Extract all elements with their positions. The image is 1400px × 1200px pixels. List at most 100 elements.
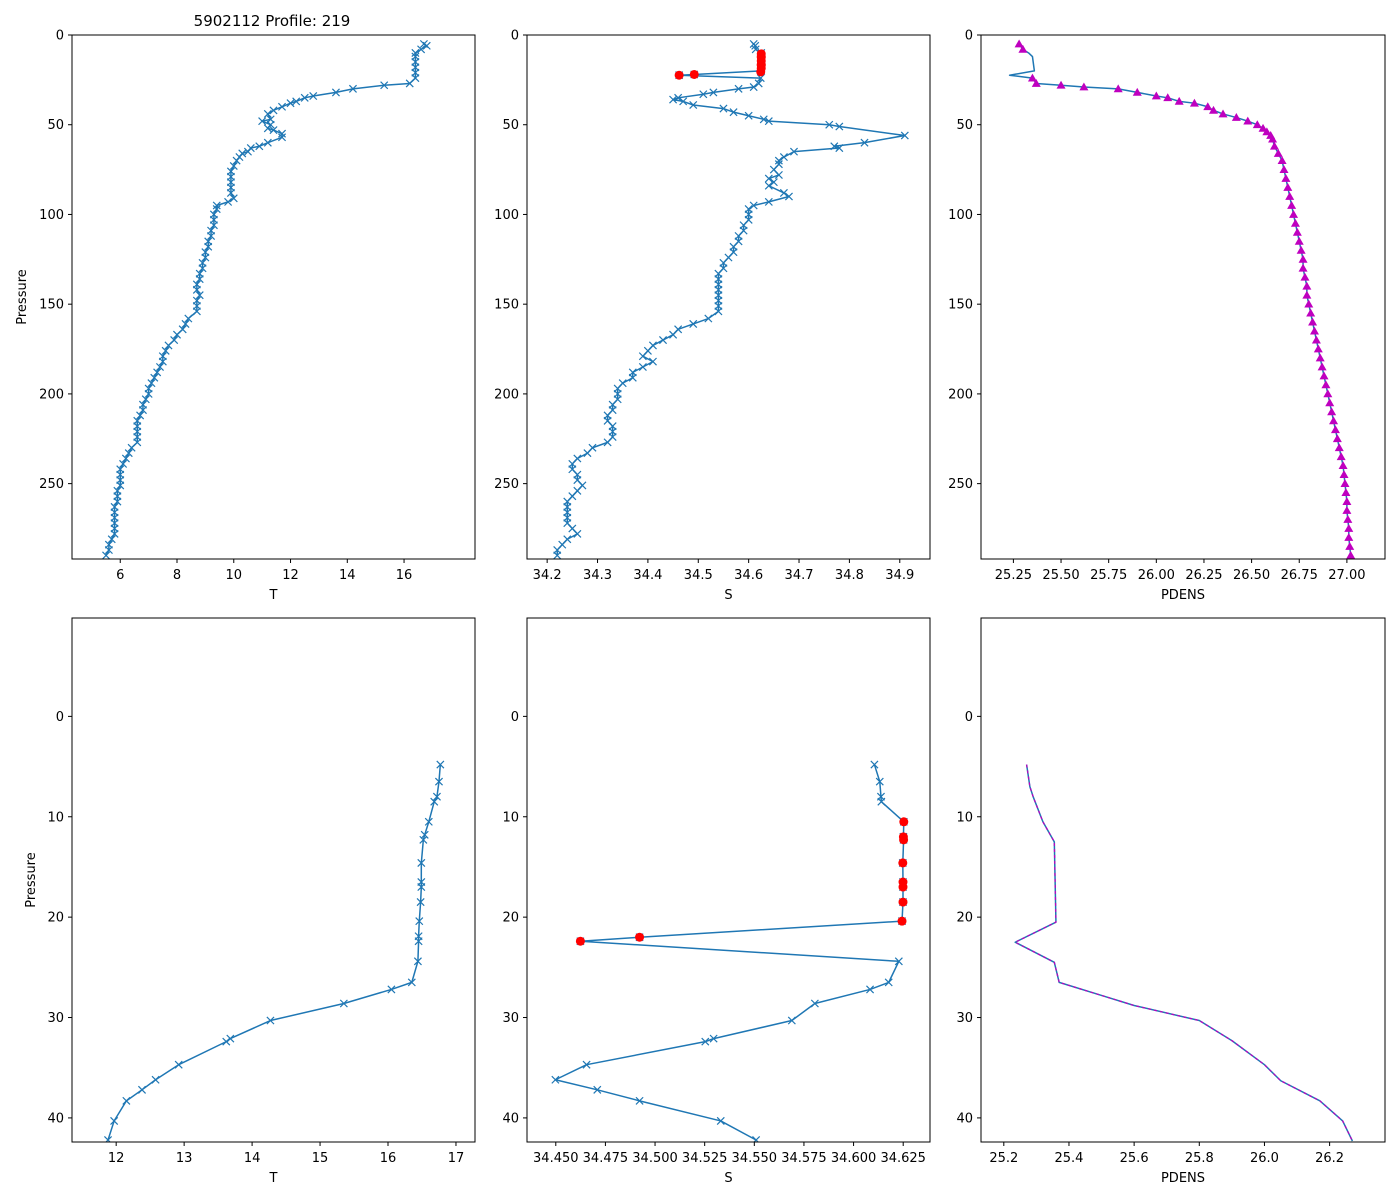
x-tick-label: 25.8 — [1185, 1151, 1214, 1166]
y-tick-label: 100 — [948, 208, 973, 223]
flagged-point — [575, 936, 585, 946]
x-axis-label: PDENS — [1161, 1171, 1205, 1186]
flagged-point — [898, 882, 908, 892]
data-point-x — [835, 144, 844, 153]
data-point-x — [759, 115, 768, 124]
density-point — [1262, 127, 1272, 136]
density-point — [1321, 380, 1331, 389]
x-tick-label: 34.7 — [785, 568, 814, 583]
density-point — [1344, 532, 1354, 541]
density-point — [1345, 541, 1355, 550]
data-point-x — [255, 142, 264, 151]
y-tick-label: 0 — [965, 710, 973, 725]
data-point-x — [417, 858, 426, 867]
data-point-x — [900, 131, 909, 140]
plot-area — [102, 39, 431, 559]
data-point-x — [232, 156, 241, 165]
axes-frame — [980, 34, 1386, 560]
data-point-x — [158, 357, 167, 366]
x-tick-label: 13 — [176, 1151, 193, 1166]
data-point-x — [263, 138, 272, 147]
data-point-x — [415, 917, 424, 926]
density-point — [1298, 263, 1308, 272]
data-point-x — [204, 242, 213, 251]
data-point-x — [266, 1016, 275, 1025]
flagged-point — [756, 67, 766, 77]
panel-top-PDENS: 25.25 25.50 25.75 26.00 26.25 26.50 26.75 27.00… — [948, 29, 1386, 603]
y-tick-label: 50 — [47, 118, 64, 133]
x-tick-label: 34.9 — [885, 568, 914, 583]
data-point-x — [147, 379, 156, 388]
data-point-x — [810, 999, 819, 1008]
series-line-PDENS-overlay — [1013, 764, 1353, 1142]
data-point-x — [769, 178, 778, 187]
data-point-x — [184, 314, 193, 323]
data-point-x — [764, 181, 773, 190]
data-point-x — [172, 330, 182, 339]
data-point-x — [201, 253, 210, 262]
data-point-x — [269, 106, 278, 115]
density-point — [1298, 254, 1308, 263]
data-point-x — [153, 368, 162, 377]
data-point-x — [277, 102, 287, 111]
data-point-x — [699, 90, 708, 99]
x-tick-label: 34.500 — [632, 1151, 678, 1166]
plot-area — [553, 39, 909, 559]
data-point-x — [207, 231, 216, 241]
y-tick-label: 100 — [494, 208, 519, 223]
density-point — [1290, 218, 1300, 227]
density-point — [1338, 461, 1348, 470]
density-point — [1031, 78, 1041, 87]
x-tick-label: 34.8 — [835, 568, 864, 583]
y-tick-label: 20 — [956, 911, 973, 926]
data-point-x — [103, 1135, 113, 1142]
data-point-x — [714, 307, 723, 316]
data-point-x — [405, 79, 414, 88]
density-point — [1281, 174, 1291, 182]
density-point — [1277, 156, 1287, 164]
data-point-x — [286, 99, 295, 108]
x-tick-label: 26.2 — [1315, 1151, 1344, 1166]
panel-bottom-T: 12 13 14 15 16 17 0 10 20 30 40 T Pressure — [24, 617, 476, 1186]
data-point-x — [729, 108, 738, 117]
y-tick-label: 200 — [494, 387, 519, 402]
y-axis-label: Pressure — [15, 269, 30, 325]
data-point-x — [709, 88, 718, 97]
x-tick-label: 14 — [244, 1151, 261, 1166]
data-point-x — [300, 93, 309, 102]
x-tick-label: 34.625 — [880, 1151, 926, 1166]
x-tick-label: 25.6 — [1120, 1151, 1149, 1166]
data-point-x — [716, 1116, 725, 1125]
plot-area — [103, 760, 445, 1142]
x-tick-label: 26.0 — [1250, 1151, 1279, 1166]
density-point — [1208, 105, 1218, 114]
x-axis-label: T — [269, 588, 278, 603]
data-point-x — [309, 91, 318, 101]
data-point-x — [144, 389, 153, 398]
data-point-x — [121, 454, 130, 463]
y-tick-label: 50 — [956, 118, 973, 133]
data-point-x — [756, 74, 765, 83]
data-point-x — [648, 357, 657, 366]
x-axis-label: S — [724, 588, 732, 603]
axes-frame — [71, 34, 476, 560]
data-point-x — [229, 194, 238, 203]
data-point-x — [269, 126, 278, 135]
x-tick-label: 8 — [173, 568, 181, 583]
data-point-x — [113, 497, 122, 506]
density-point — [1313, 344, 1323, 353]
data-point-x — [679, 97, 688, 106]
data-point-x — [583, 449, 592, 458]
data-point-x — [195, 291, 204, 300]
density-point — [1334, 443, 1344, 452]
x-tick-label: 25.75 — [1090, 568, 1127, 583]
data-point-x — [136, 411, 145, 420]
data-point-x — [380, 81, 389, 90]
y-tick-label: 20 — [502, 911, 519, 926]
x-tick-label: 34.4 — [633, 568, 662, 583]
axes-frame — [526, 34, 931, 560]
data-point-x — [407, 978, 416, 987]
y-axis-label: Pressure — [24, 852, 39, 908]
y-tick-label: 250 — [948, 477, 973, 492]
